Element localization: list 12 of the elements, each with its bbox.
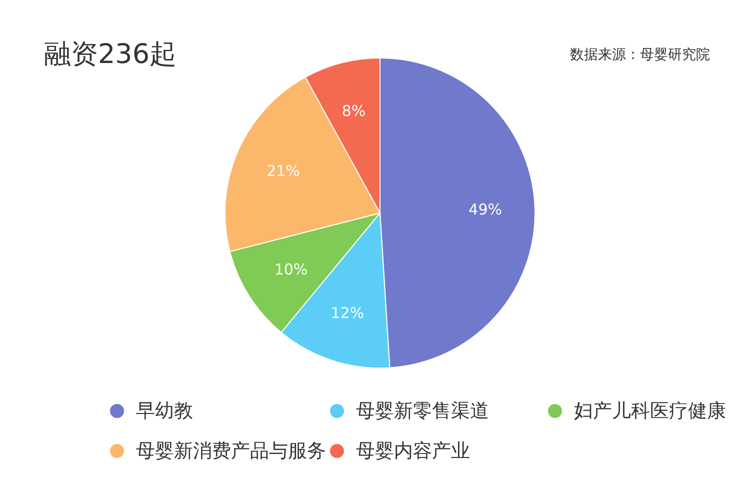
data-label: 49% <box>468 200 502 219</box>
legend-label: 母婴内容产业 <box>356 439 470 464</box>
data-label: 8% <box>342 102 366 120</box>
data-label: 10% <box>274 260 308 278</box>
legend-label: 早幼教 <box>136 399 193 424</box>
legend-label: 母婴新零售渠道 <box>356 399 489 424</box>
legend-label: 母婴新消费产品与服务 <box>136 439 326 464</box>
source-note: 数据来源：母婴研究院 <box>570 46 710 64</box>
data-label: 21% <box>266 162 300 180</box>
chart-title: 融资236起 <box>44 38 177 72</box>
legend-label: 妇产儿科医疗健康 <box>574 399 726 424</box>
data-label: 12% <box>330 304 364 322</box>
